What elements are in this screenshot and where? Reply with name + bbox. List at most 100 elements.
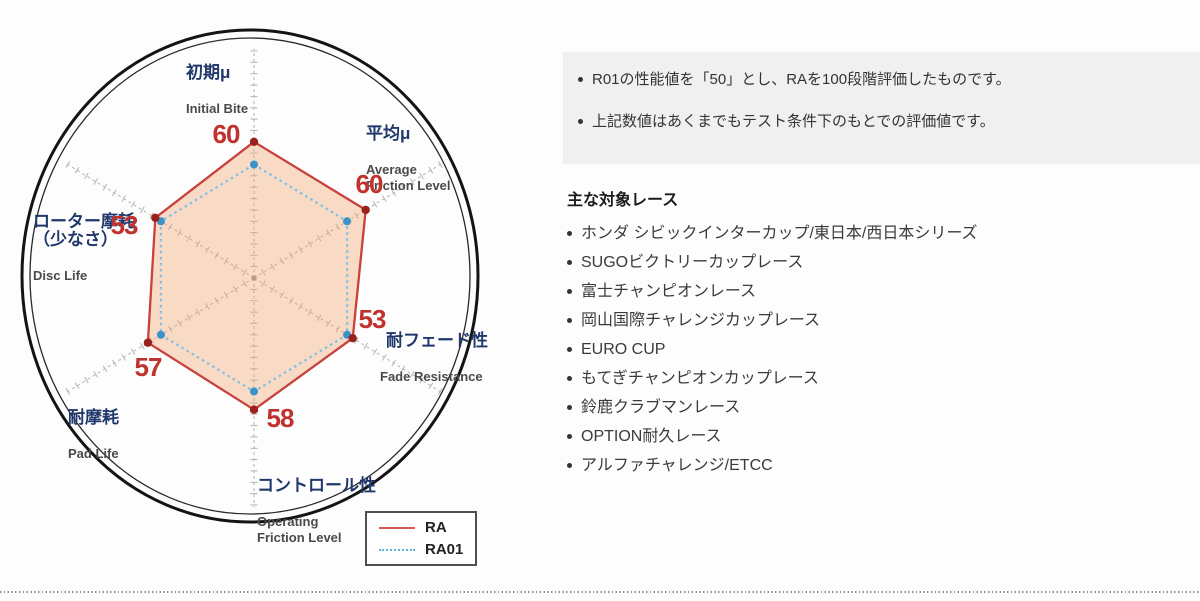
ra-vertex-dot [143,338,153,347]
axis-tick [400,183,406,191]
value-pad-life: 57 [134,352,163,382]
axis-label-en: Average Friction Level [366,162,451,194]
axis-tick [93,178,99,185]
axis-tick [186,234,192,242]
axis-tick [298,303,303,310]
axis-tick [195,240,201,248]
legend-row-ra01: RA01 [379,541,475,558]
axis-tick [102,365,108,373]
axis-tick [233,286,238,293]
axis-tick [307,308,313,316]
axis-tick [288,297,294,305]
bullet-icon [567,463,572,468]
axis-tick [335,223,341,231]
axis-label-control: コントロール性 Operating Friction Level [257,459,376,565]
axis-tick [391,189,396,197]
axis-tick [65,161,71,168]
outer-ring [20,28,480,524]
list-item: EURO CUP [567,340,1190,369]
axis-tick [382,195,387,202]
list-item: OPTION耐久レース [567,427,1190,456]
axis-tick [298,246,303,253]
axis-tick [279,291,285,299]
legend-label-ra01: RA01 [425,541,464,558]
axis-tick [326,229,331,236]
axis-tick [195,308,201,316]
radar-chart-svg [20,28,480,524]
axis-tick [419,376,424,384]
axis-tick [205,246,210,253]
axis-label-jp: 平均μ [366,124,411,143]
ra-vertex-dot [361,205,370,215]
bullet-icon [567,347,572,352]
bullet-icon [578,77,583,82]
bullet-icon [567,318,572,323]
ra01-vertex-dot [343,217,352,226]
list-item: ホンダ シビックインターカップ/東日本/西日本シリーズ [567,224,1190,253]
inner-ring [29,37,471,515]
race-name: アルファチャレンジ/ETCC [581,457,773,474]
race-name: EURO CUP [581,341,666,358]
axis-tick [279,257,285,265]
race-name: SUGOビクトリーカップレース [581,254,804,271]
list-item: 岡山国際チャレンジカップレース [567,311,1190,340]
axis-tick [372,348,378,356]
axis-tick [391,359,396,367]
note-text: 上記数値はあくまでもテスト条件下のもとでの評価値です。 [592,113,995,130]
axis-tick [363,342,369,350]
axis-tick [102,183,108,191]
axis-tick [84,172,89,180]
axis-label-en: Fade Resistance [380,369,483,385]
axis-tick [316,314,322,322]
race-name: もてぎチャンピオンカップレース [581,370,819,387]
axis-tick [372,200,378,208]
value-control: 58 [266,403,295,433]
race-name: OPTION耐久レース [581,428,722,445]
note-text: R01の性能値を「50」とし、RAを100段階評価したものです。 [592,71,1011,88]
axis-label-en: Operating Friction Level [257,514,342,546]
axis-label-average-friction: 平均μ Average Friction Level [366,107,451,213]
axis-label-en: Pad Life [68,446,119,462]
axis-tick [419,172,424,180]
radar-chart-area: 初期μ Initial Bite 60 平均μ Average Friction… [0,0,550,601]
value-average-friction: 60 [355,169,384,199]
axis-tick [382,354,387,361]
axis-tick [335,325,341,333]
axis-tick [242,280,248,287]
chart-legend: RA RA01 [365,511,477,566]
axis-label-en: Disc Life [33,268,88,284]
axis-tick [437,388,443,395]
axis-tick [242,269,248,276]
axis-label-jp: コントロール性 [257,476,376,495]
axis-tick [65,388,71,395]
list-item: アルファチャレンジ/ETCC [567,456,1190,485]
axis-tick [354,337,359,344]
axis-tick [112,359,117,367]
race-name: ホンダ シビックインターカップ/東日本/西日本シリーズ [581,225,978,242]
axis-label-en: Initial Bite [186,101,249,117]
list-item: 鈴鹿クラブマンレース [567,398,1190,427]
axis-label-jp: 耐フェード性 [386,331,488,350]
axis-tick [177,320,182,327]
axis-tick [409,371,415,378]
ra01-vertex-dot [156,330,165,339]
axis-tick [233,263,238,270]
bullet-icon [567,231,572,236]
note-item: 上記数値はあくまでもテスト条件下のもとでの評価値です。 [578,113,1200,131]
ra-line-swatch [379,526,415,529]
axis-tick [437,161,443,168]
axis-tick [260,280,266,287]
bullet-icon [567,289,572,294]
notes-box: R01の性能値を「50」とし、RAを100段階評価したものです。 上記数値はあく… [563,52,1200,164]
axis-tick [316,234,322,242]
axis-tick [223,257,229,265]
axis-tick [167,325,173,333]
ra01-vertex-dot [250,160,258,169]
races-heading: 主な対象レース [567,192,679,209]
race-name: 鈴鹿クラブマンレース [581,399,741,416]
axis-tick [409,178,415,185]
ra01-line-swatch [379,548,415,551]
ra01-vertex-dot [250,387,258,396]
axis-tick [428,382,434,390]
axis-tick [74,166,80,174]
